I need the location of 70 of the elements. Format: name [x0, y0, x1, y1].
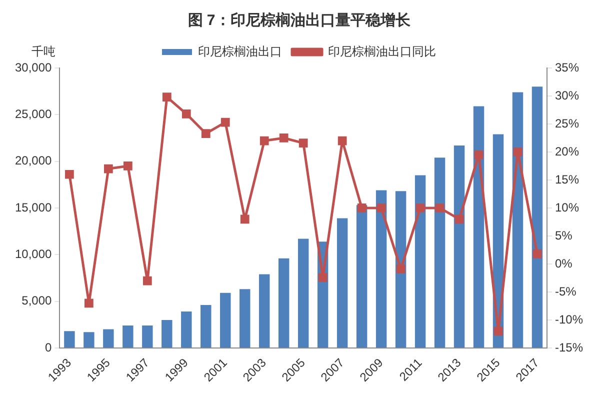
point — [182, 109, 191, 118]
bar — [473, 106, 484, 348]
y2-tick-label: -15% — [554, 340, 584, 354]
point — [142, 276, 152, 286]
point — [396, 264, 406, 274]
bar — [240, 289, 250, 348]
point — [298, 138, 308, 148]
point — [220, 118, 230, 127]
y-axis-title: 千吨 — [32, 44, 56, 58]
point — [84, 298, 94, 308]
y-tick-label: 5,000 — [22, 294, 52, 308]
legend-label: 印尼棕榈油出口 — [198, 44, 282, 58]
point — [162, 92, 172, 102]
y2-tick-label: 20% — [554, 144, 580, 158]
bar — [454, 145, 465, 348]
y-tick-label: 20,000 — [15, 154, 52, 168]
y2-tick-label: 35% — [554, 60, 580, 74]
bar — [356, 205, 368, 348]
point — [123, 162, 132, 170]
y2-tick-label: 5% — [554, 228, 573, 242]
legend-label: 印尼棕榈油出口同比 — [328, 44, 436, 58]
y2-tick-label: -5% — [554, 284, 577, 298]
bar — [278, 258, 290, 348]
y2-tick-label: -10% — [554, 312, 584, 326]
point — [454, 214, 464, 224]
point — [474, 150, 484, 160]
chart-title: 图 7：印尼棕榈油出口量平稳增长 — [188, 11, 412, 30]
y-tick-label: 25,000 — [15, 106, 52, 121]
y-tick-label: 0 — [45, 340, 52, 354]
point — [494, 326, 503, 336]
bar — [103, 329, 114, 348]
y2-tick-label: 0% — [554, 256, 573, 270]
bar — [532, 86, 543, 348]
bar — [259, 274, 270, 348]
bar — [220, 292, 231, 348]
bar — [122, 326, 134, 348]
y-tick-label: 15,000 — [15, 200, 52, 214]
bar — [162, 320, 172, 348]
y-tick-label: 10,000 — [15, 246, 52, 261]
bar — [434, 158, 446, 348]
bar — [376, 190, 387, 348]
point — [65, 170, 74, 179]
bar — [512, 92, 524, 348]
bar — [336, 218, 348, 348]
point — [104, 164, 113, 174]
bar — [395, 191, 406, 348]
point — [260, 136, 269, 146]
point — [279, 134, 288, 142]
bar — [298, 238, 309, 348]
bar — [414, 175, 426, 348]
point — [416, 204, 425, 212]
bar — [200, 305, 212, 348]
point — [240, 214, 250, 224]
bar — [84, 332, 94, 348]
y2-tick-label: 15% — [554, 172, 580, 186]
y2-tick-label: 25% — [554, 116, 580, 130]
point — [532, 249, 542, 258]
bar — [142, 326, 153, 348]
point — [338, 136, 347, 146]
point — [357, 204, 366, 212]
point — [513, 148, 522, 156]
point — [318, 272, 328, 282]
bar — [64, 331, 75, 348]
point — [435, 204, 444, 212]
point — [376, 204, 386, 212]
y-tick-label: 30,000 — [15, 60, 52, 74]
bar — [181, 312, 192, 348]
y2-tick-label: 10% — [554, 200, 580, 214]
point — [201, 129, 210, 138]
y2-tick-label: 30% — [554, 88, 580, 102]
